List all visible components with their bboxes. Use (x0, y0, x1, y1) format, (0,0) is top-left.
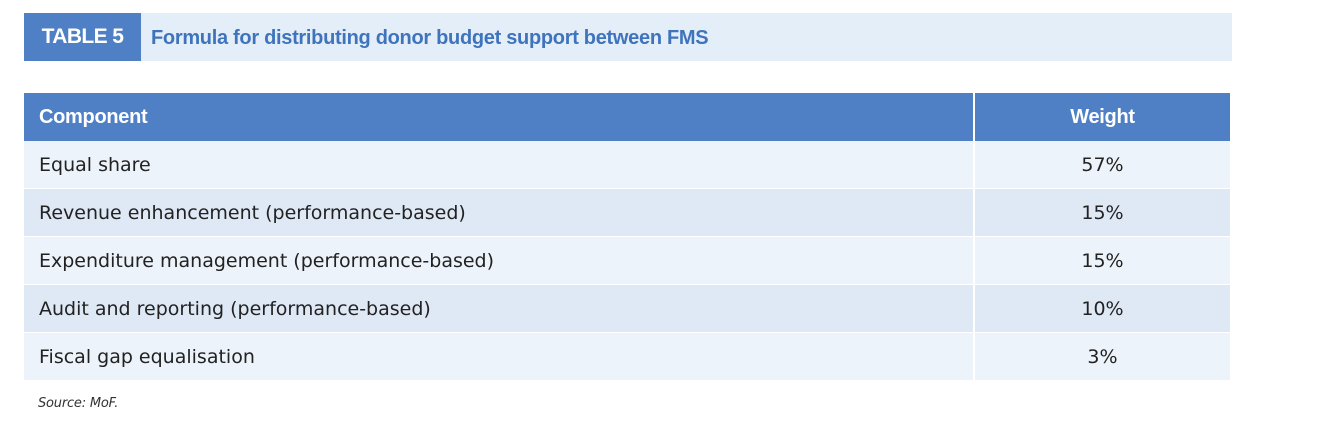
component-cell: Revenue enhancement (performance-based) (24, 188, 975, 237)
weight-cell: 15% (974, 236, 1230, 285)
table-container: Component Weight Equal share 57% Revenue… (24, 93, 1230, 381)
table-title: Formula for distributing donor budget su… (151, 27, 709, 49)
weight-cell: 15% (974, 188, 1230, 237)
component-cell: Expenditure management (performance-base… (24, 236, 975, 285)
table-title-bar: TABLE 5 Formula for distributing donor b… (24, 13, 1232, 61)
column-header-component: Component (24, 93, 975, 141)
component-cell: Fiscal gap equalisation (24, 332, 975, 381)
table-row: Audit and reporting (performance-based) … (24, 284, 1230, 333)
column-header-weight: Weight (974, 93, 1230, 141)
table-number-label: TABLE 5 (24, 13, 141, 61)
component-cell: Audit and reporting (performance-based) (24, 284, 975, 333)
component-cell: Equal share (24, 141, 975, 189)
weights-table: Component Weight Equal share 57% Revenue… (24, 93, 1230, 381)
weight-cell: 10% (974, 284, 1230, 333)
weight-cell: 3% (974, 332, 1230, 381)
table-row: Expenditure management (performance-base… (24, 236, 1230, 285)
source-note: Source: MoF. (38, 396, 119, 411)
table-row: Fiscal gap equalisation 3% (24, 332, 1230, 381)
table-header-row: Component Weight (24, 93, 1230, 141)
weight-cell: 57% (974, 141, 1230, 189)
table-row: Revenue enhancement (performance-based) … (24, 188, 1230, 237)
table-row: Equal share 57% (24, 141, 1230, 189)
